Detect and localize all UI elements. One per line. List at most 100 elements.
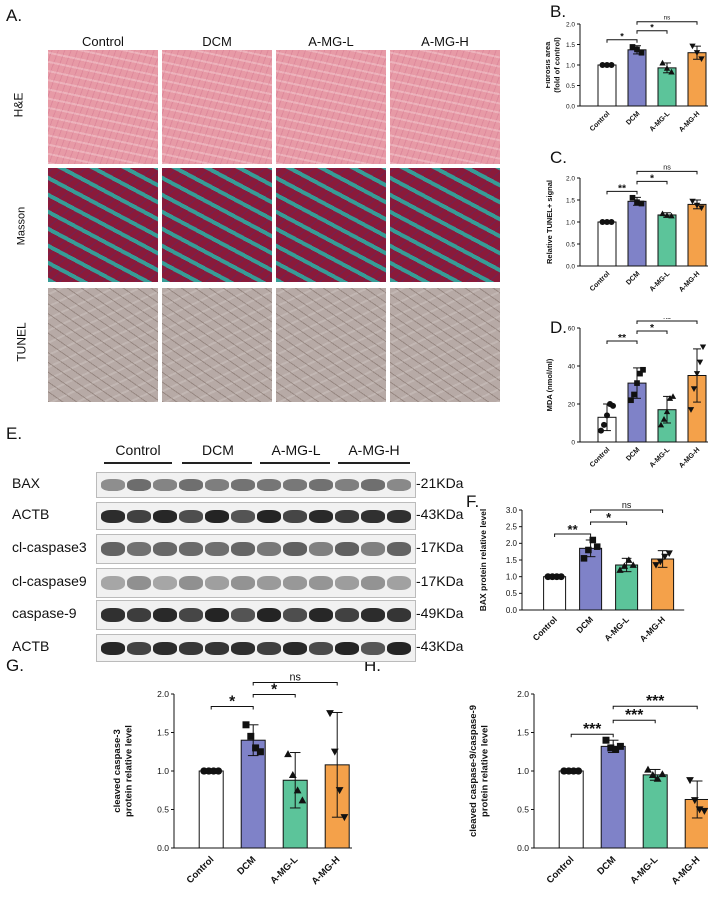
significance-bracket [606, 190, 638, 195]
significance-label: ns [622, 500, 632, 510]
category-label: A-MG-H [678, 270, 701, 293]
wb-band-size: -43KDa [416, 506, 464, 522]
data-point [689, 43, 696, 50]
he-image-amgh [390, 50, 500, 164]
wb-lane-band [335, 608, 359, 622]
data-point [629, 194, 636, 201]
data-point [656, 558, 665, 566]
wb-band-label: BAX [12, 475, 41, 491]
wb-lane-band [387, 608, 411, 622]
wb-lane-band [257, 542, 281, 556]
category-label: A-MG-H [638, 614, 667, 643]
wb-group-amgl: A-MG-L [271, 442, 321, 458]
y-axis-label: Fibrosis area [546, 41, 552, 89]
category-label: A-MG-H [670, 854, 703, 887]
wb-lane-band [361, 576, 385, 590]
wb-group-dcm: DCM [202, 442, 234, 458]
data-point [574, 767, 583, 775]
wb-lane-band [127, 479, 151, 491]
category-label: Control [589, 270, 612, 293]
wb-band-label: caspase-9 [12, 605, 77, 621]
histology-row-tunel: TUNEL [14, 322, 29, 362]
panel-letter-c: C. [550, 148, 567, 167]
bar-control [558, 770, 584, 849]
wb-lane-band [309, 576, 333, 590]
wb-band-size: -43KDa [416, 638, 464, 654]
wb-lane-band [231, 479, 255, 491]
category-label: Control [589, 110, 612, 133]
bar-control [597, 221, 617, 267]
wb-band-row [96, 502, 416, 530]
significance-bracket [636, 21, 698, 25]
data-point [693, 50, 701, 56]
wb-band-row [96, 568, 416, 598]
category-label: A-MG-L [649, 270, 672, 293]
wb-band-row [96, 634, 416, 662]
data-point [661, 553, 669, 561]
y-tick-label: 1.5 [157, 727, 169, 737]
data-point [612, 745, 620, 753]
y-tick-label: 1.5 [566, 197, 575, 204]
chart-tunel-signal: 0.0 0.5 1.0 1.5 2.0 Relative TUNEL+ signal Con… [546, 162, 708, 294]
data-point [214, 767, 223, 775]
y-tick-label: 0.0 [566, 103, 575, 110]
wb-lane-band [283, 479, 307, 491]
y-tick-label: 2.5 [506, 522, 518, 531]
significance-label: * [620, 32, 624, 42]
data-point [634, 46, 640, 53]
wb-lane-band [257, 509, 281, 523]
significance-label: * [650, 173, 655, 184]
wb-lane-band [283, 542, 307, 556]
wb-lane-band [101, 509, 125, 523]
category-label: Control [589, 446, 612, 469]
data-point [640, 366, 646, 373]
y-tick-label: 0.0 [566, 263, 575, 270]
bar-dcm [627, 49, 647, 107]
data-point [657, 421, 665, 428]
category-label: Control [185, 854, 217, 886]
category-label: A-MG-L [649, 446, 672, 469]
bar-control [597, 64, 617, 107]
y-tick-label: 0.0 [506, 606, 518, 615]
data-point [648, 770, 657, 778]
data-point [608, 61, 615, 69]
data-point [620, 562, 629, 569]
wb-lane-band [127, 509, 151, 523]
wb-band-row [96, 534, 416, 564]
data-point [638, 49, 645, 56]
wb-lane-band [101, 608, 125, 622]
wb-lane-band [309, 608, 333, 622]
wb-lane-band [153, 509, 177, 523]
wb-lane-band [283, 576, 307, 590]
significance-label: ns [663, 162, 671, 171]
bar-a-mg-h [687, 203, 707, 267]
data-point [335, 787, 344, 795]
significance-label: * [606, 510, 612, 525]
wb-lane-band [153, 641, 177, 655]
wb-lane-band [387, 542, 411, 556]
data-point [637, 370, 643, 377]
data-point [693, 202, 701, 209]
wb-band-row [96, 600, 416, 630]
data-point [690, 797, 699, 805]
wb-group-line-amgl [260, 462, 330, 464]
significance-bracket [636, 30, 668, 34]
histology-row-masson: Masson [15, 206, 28, 246]
category-label: DCM [625, 446, 641, 462]
data-point [599, 61, 606, 69]
y-tick-label: 2.0 [517, 689, 529, 699]
wb-lane-band [257, 608, 281, 622]
category-label: A-MG-H [310, 854, 343, 887]
significance-label: *** [646, 693, 665, 710]
y-tick-label: 20 [568, 401, 576, 408]
wb-band-size: -17KDa [416, 573, 464, 589]
y-tick-label: 0.5 [506, 589, 518, 598]
wb-lane-band [309, 509, 333, 523]
data-point [698, 205, 705, 212]
chart-cleaved-caspase3: 0.0 0.5 1.0 1.5 2.0 cleaved caspase-3 protein … [112, 671, 352, 887]
data-point [603, 412, 611, 419]
significance-label: ** [618, 183, 627, 194]
data-point [557, 573, 565, 581]
wb-lane-band [205, 542, 229, 556]
masson-image-dcm [162, 168, 272, 282]
